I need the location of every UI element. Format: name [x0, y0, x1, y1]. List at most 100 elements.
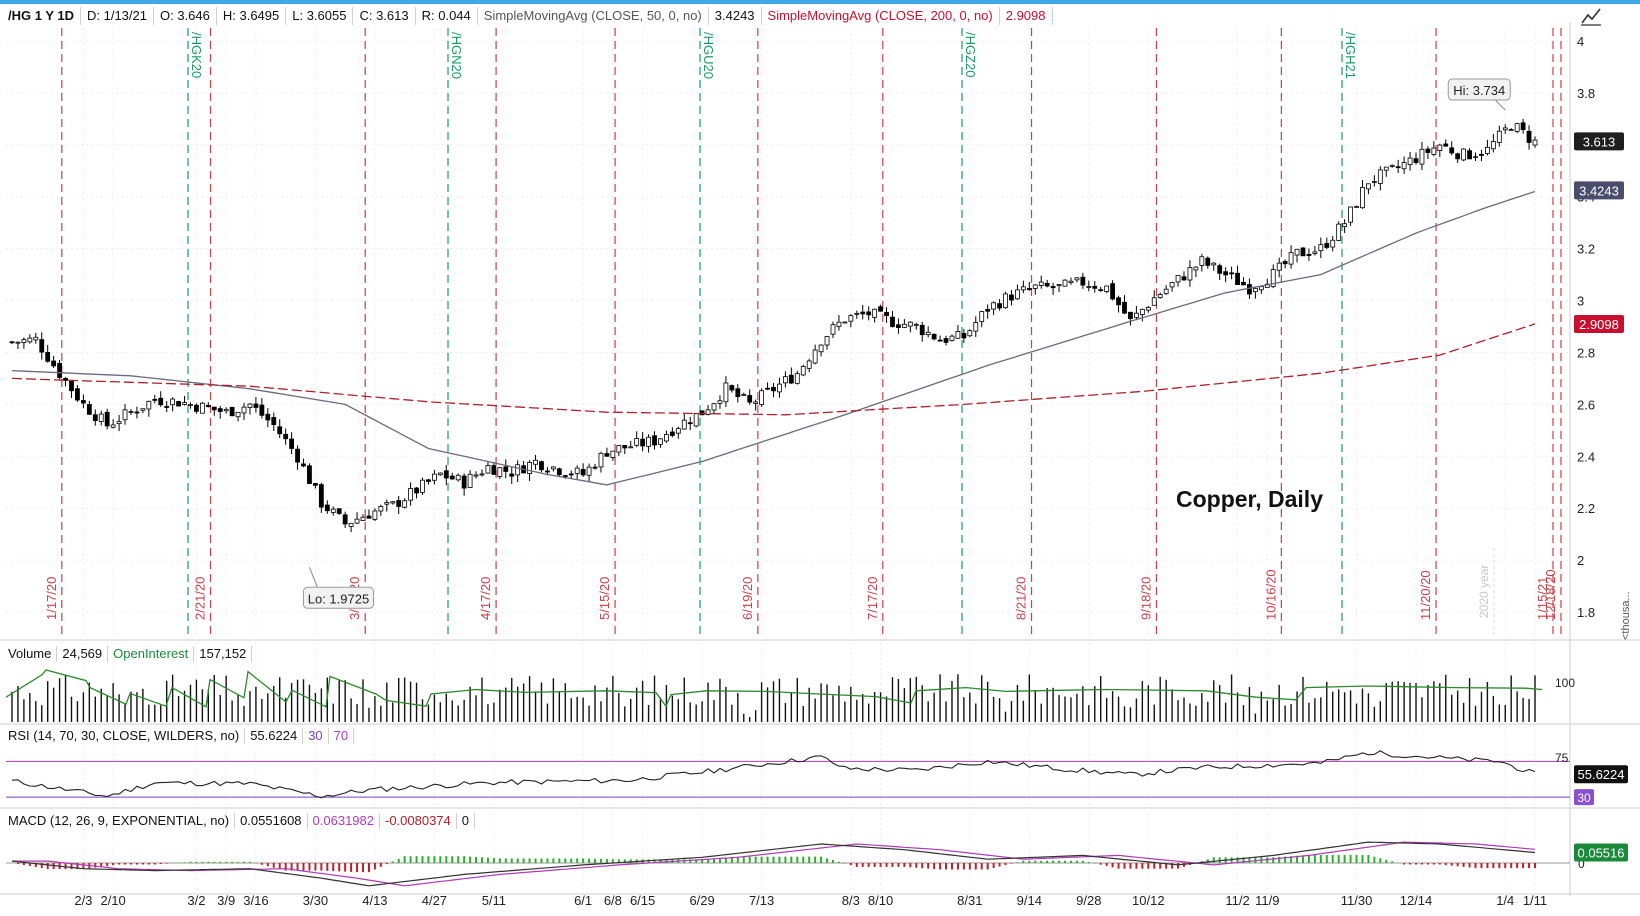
candle-body — [1062, 279, 1068, 287]
time-axis-label: 2/3 — [74, 893, 92, 908]
symbol-label[interactable]: /HG 1 Y 1D — [6, 7, 81, 25]
time-axis-label: 1/4 — [1496, 893, 1514, 908]
candle-body — [943, 338, 949, 343]
candle-body — [1270, 269, 1276, 287]
roll-label: /HGU20 — [701, 32, 716, 79]
sma50-label[interactable]: SimpleMovingAvg (CLOSE, 50, 0, no) — [478, 7, 709, 25]
candle-body — [1169, 282, 1175, 288]
candle-body — [1312, 251, 1318, 254]
candle-body — [182, 402, 187, 405]
candle-body — [1104, 285, 1110, 292]
candle-body — [901, 323, 907, 328]
candle-body — [384, 502, 390, 505]
candle-body — [283, 433, 289, 440]
price-axis-label: 2 — [1577, 553, 1584, 568]
candle-body — [324, 504, 330, 512]
drawing-tool-icon[interactable] — [1580, 6, 1604, 26]
time-axis-label: 2/10 — [100, 893, 125, 908]
candle-body — [919, 324, 925, 336]
candle-body — [979, 311, 985, 322]
volume-header: Volume 24,569 OpenInterest 157,152 — [6, 645, 253, 663]
candle-body — [509, 473, 515, 477]
candle-body — [1473, 156, 1478, 159]
candle-body — [366, 515, 372, 519]
expiry-date-label: 1/17/20 — [44, 577, 59, 620]
candle-body — [818, 344, 824, 353]
rsi-low-tag-bg — [1574, 789, 1594, 806]
candle-body — [57, 362, 62, 378]
candle-body — [1431, 147, 1437, 155]
candle-body — [1205, 257, 1211, 266]
time-axis-label: 9/28 — [1076, 893, 1101, 908]
time-axis-label: 7/13 — [749, 893, 774, 908]
candle-body — [372, 510, 378, 520]
expiry-date-label: 2/21/20 — [193, 577, 208, 620]
price-axis-label: 2.4 — [1577, 449, 1595, 464]
candle-body — [402, 500, 408, 508]
candle-body — [128, 411, 134, 413]
candle-body — [765, 387, 770, 390]
quote-header: /HG 1 Y 1D D: 1/13/21 O: 3.646 H: 3.6495… — [6, 6, 1053, 26]
rsi-header: RSI (14, 70, 30, CLOSE, WILDERS, no) 55.… — [6, 727, 355, 745]
candle-body — [890, 316, 895, 327]
candle-body — [1217, 265, 1223, 274]
time-axis-label: 6/29 — [689, 893, 714, 908]
candle-body — [1128, 311, 1133, 319]
time-axis-label: 4/27 — [422, 893, 447, 908]
open-interest-label[interactable]: OpenInterest — [108, 646, 195, 662]
candle-body — [313, 483, 318, 486]
candle-body — [1068, 280, 1074, 283]
price-axis-label: 3 — [1577, 294, 1584, 309]
candle-body — [669, 431, 675, 436]
candle-body — [211, 406, 217, 411]
candle-body — [426, 479, 431, 482]
candle-body — [925, 331, 931, 336]
expiry-date-label: 12/18/20 — [1543, 569, 1558, 620]
macd-line — [11, 841, 1536, 887]
close-readout: C: 3.613 — [353, 7, 416, 25]
candle-body — [1163, 288, 1169, 295]
candle-body — [753, 401, 759, 404]
volume-label[interactable]: Volume — [6, 646, 58, 662]
rsi-label[interactable]: RSI (14, 70, 30, CLOSE, WILDERS, no) — [6, 728, 246, 744]
candle-body — [86, 404, 92, 415]
candle-body — [134, 411, 140, 414]
candle-body — [562, 475, 568, 477]
candle-body — [1086, 286, 1092, 288]
candle-body — [69, 380, 74, 392]
time-axis-label: 6/1 — [574, 893, 592, 908]
candle-body — [235, 411, 241, 418]
candle-body — [1098, 289, 1104, 292]
candle-body — [616, 445, 622, 453]
expiry-date-label: 8/21/20 — [1014, 577, 1029, 620]
candle-body — [1449, 147, 1455, 154]
price-axis-label: 2.6 — [1577, 397, 1595, 412]
candle-body — [1401, 162, 1407, 170]
candle-body — [1193, 266, 1199, 271]
volume-value: 24,569 — [57, 646, 109, 662]
candle-body — [188, 404, 193, 406]
candle-body — [467, 473, 473, 488]
candle-body — [1455, 153, 1461, 160]
candle-body — [289, 438, 295, 449]
candle-body — [1467, 150, 1472, 160]
price-axis-label: 1.8 — [1577, 605, 1595, 620]
candle-body — [51, 360, 57, 367]
price-axis-label: 3.8 — [1577, 86, 1595, 101]
macd-label[interactable]: MACD (12, 26, 9, EXPONENTIAL, no) — [6, 813, 236, 829]
candle-body — [265, 413, 271, 421]
date-readout: D: 1/13/21 — [81, 7, 154, 25]
time-axis-label: 12/14 — [1400, 893, 1433, 908]
candle-body — [229, 406, 235, 417]
time-axis-label: 6/8 — [604, 893, 622, 908]
expiry-date-label: 7/17/20 — [865, 577, 880, 620]
candle-body — [1080, 276, 1086, 286]
candle-body — [693, 413, 699, 427]
time-axis-label: 11/9 — [1255, 893, 1279, 908]
sma200-label[interactable]: SimpleMovingAvg (CLOSE, 200, 0, no) — [762, 7, 1000, 25]
price-axis-label: 2.8 — [1577, 345, 1595, 360]
macd-value: 0.0551608 — [235, 813, 308, 829]
candle-body — [21, 339, 27, 344]
candle-body — [586, 466, 592, 476]
